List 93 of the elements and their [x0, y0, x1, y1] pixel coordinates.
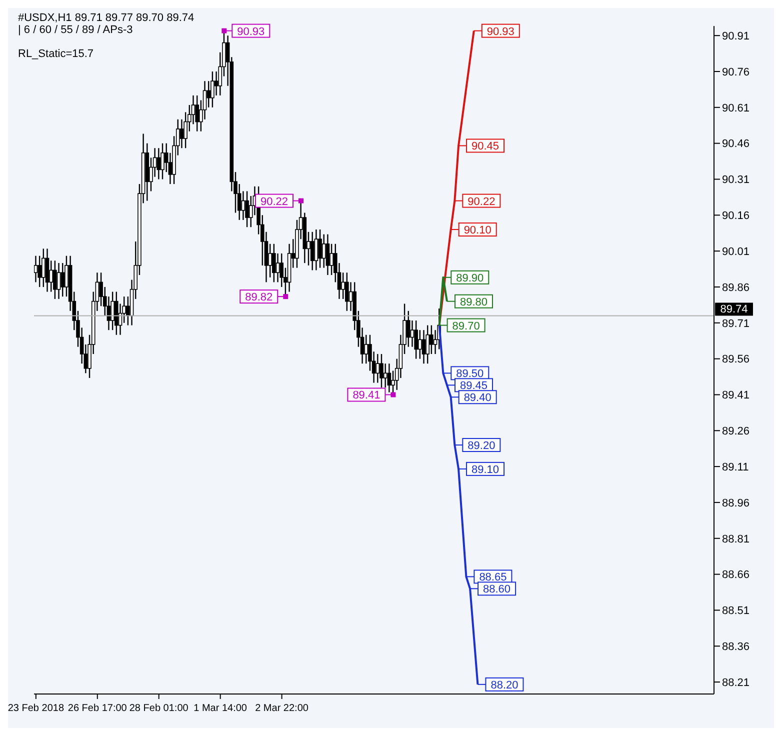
candlestick [42, 248, 46, 288]
candlestick [210, 70, 214, 108]
chart-subtitle: | 6 / 60 / 55 / 89 / APs-3 [18, 24, 134, 36]
candlestick [268, 243, 272, 278]
candlestick [156, 148, 161, 180]
candlestick [387, 362, 392, 393]
data-label: 89.82 [245, 292, 273, 304]
candlestick [426, 324, 430, 364]
y-tick-label: 90.16 [722, 210, 750, 222]
x-tick-label: 1 Mar 14:00 [194, 703, 248, 714]
point [222, 28, 227, 34]
y-tick-label: 89.71 [722, 318, 750, 330]
candlestick [418, 329, 422, 360]
x-tick-label: 23 Feb 2018 [8, 703, 64, 714]
y-tick-label: 88.66 [722, 569, 750, 582]
candlestick [241, 190, 246, 221]
y-tick-label: 90.46 [722, 138, 750, 150]
y-tick-label: 90.01 [722, 246, 750, 258]
candlestick [430, 324, 434, 355]
candlestick [376, 353, 380, 384]
candlestick [60, 262, 65, 298]
candlestick [180, 118, 184, 149]
candlestick [414, 320, 418, 360]
data-label: 88.60 [483, 584, 511, 596]
data-label: 90.93 [486, 26, 514, 38]
candlestick [206, 80, 211, 108]
x-tick-label: 2 Mar 22:00 [255, 703, 309, 714]
y-tick-label: 88.96 [722, 497, 750, 510]
data-label: 90.22 [260, 196, 288, 208]
candlestick [34, 255, 38, 283]
y-tick-label: 88.21 [722, 676, 750, 689]
data-label: 90.10 [464, 224, 492, 237]
candlestick [272, 243, 276, 283]
candlestick [341, 272, 345, 300]
candlestick [406, 310, 410, 348]
y-tick-label: 89.56 [722, 354, 750, 366]
data-label: 90.45 [472, 140, 500, 153]
candlestick [245, 190, 249, 228]
candlestick [345, 272, 349, 312]
ref-line-label: 89.74 [720, 304, 748, 316]
point [298, 198, 304, 204]
data-label: 88.20 [490, 679, 518, 692]
y-tick-label: 89.41 [722, 390, 750, 402]
candlestick [49, 260, 53, 292]
y-tick-label: 90.76 [722, 66, 750, 78]
y-tick-label: 88.36 [722, 641, 750, 654]
candlestick [45, 248, 50, 292]
y-tick-label: 88.81 [722, 533, 750, 546]
candlestick [56, 262, 61, 300]
candlestick [318, 228, 322, 268]
data-label: 89.90 [456, 272, 484, 284]
y-tick-label: 90.31 [722, 174, 750, 186]
candlestick [326, 234, 330, 276]
point [390, 392, 396, 398]
data-label: 90.22 [468, 196, 496, 208]
candlestick [53, 260, 57, 300]
data-label: 89.41 [352, 390, 380, 402]
point [283, 294, 288, 300]
candlestick [422, 329, 426, 364]
y-tick-label: 90.61 [722, 102, 750, 114]
y-tick-label: 89.86 [722, 282, 750, 294]
data-label: 89.45 [460, 380, 488, 392]
y-tick-label: 88.51 [722, 605, 750, 618]
candlestick [38, 255, 42, 288]
candlestick [364, 334, 368, 364]
candlestick [114, 291, 118, 336]
candlestick [330, 243, 334, 276]
y-tick-label: 90.91 [722, 30, 750, 42]
data-label: 89.80 [460, 296, 488, 308]
candlestick [380, 353, 384, 388]
candlestick [314, 228, 318, 271]
data-label: 90.93 [237, 26, 265, 38]
y-tick-label: 89.26 [722, 426, 750, 438]
candlestick [310, 231, 314, 271]
data-label: 88.65 [479, 572, 507, 584]
candlestick [160, 142, 164, 180]
data-label: 89.20 [468, 440, 496, 452]
data-label: 89.50 [456, 368, 484, 380]
data-label: 89.10 [472, 464, 500, 476]
candlestick [64, 255, 68, 298]
candlestick [410, 320, 414, 348]
y-tick-label: 89.11 [722, 461, 749, 474]
chart-title: #USDX,H1 89.71 89.77 89.70 89.74 [18, 12, 194, 24]
candlestick [276, 252, 280, 283]
x-tick-label: 28 Feb 01:00 [129, 703, 189, 714]
annotation: RL_Static=15.7 [18, 48, 94, 60]
data-label: 89.40 [464, 392, 492, 404]
candlestick [110, 291, 114, 331]
data-label: 89.70 [452, 320, 480, 332]
candlestick [214, 70, 218, 96]
candlestick [195, 94, 199, 132]
candlestick [322, 234, 326, 268]
x-tick-label: 26 Feb 17:00 [68, 703, 128, 714]
